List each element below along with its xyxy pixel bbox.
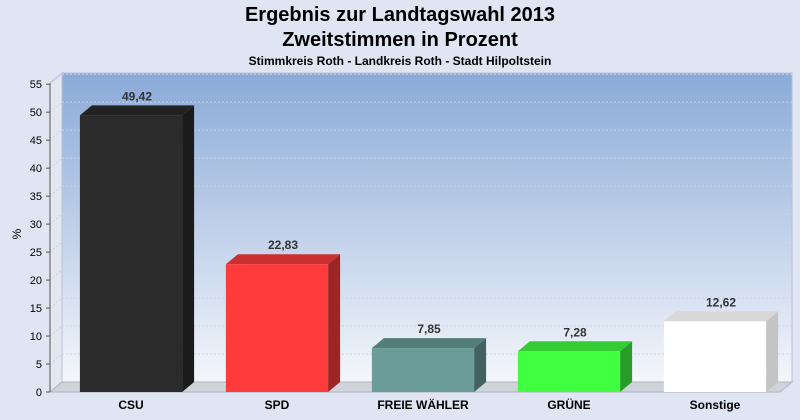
bar-top	[225, 254, 341, 265]
y-tick-label: 45	[30, 135, 42, 147]
bar-side	[620, 341, 633, 392]
grid-line	[49, 353, 63, 365]
bar-side	[182, 105, 195, 393]
chart-title: Ergebnis zur Landtagswahl 2013	[244, 4, 556, 26]
y-tick-label: 20	[30, 275, 42, 287]
grid-line	[49, 269, 63, 281]
x-tick-label: SPD	[265, 398, 290, 412]
data-label: 49,42	[122, 89, 152, 103]
y-tick-label: 5	[36, 359, 42, 371]
y-tick-label: 35	[30, 191, 42, 203]
bar-side	[766, 311, 779, 392]
y-tick-label: 10	[30, 331, 42, 343]
bar-top	[371, 338, 487, 349]
y-tick-label: 0	[36, 387, 42, 399]
plot-side-wall	[49, 71, 63, 394]
bar-top	[79, 105, 195, 116]
y-axis-label: %	[10, 228, 24, 239]
y-tick-label: 55	[30, 79, 42, 91]
bar-front	[663, 321, 767, 392]
y-tick-label: 40	[30, 163, 42, 175]
bar-top	[663, 311, 779, 322]
bar-csu	[79, 105, 195, 393]
grid-line	[49, 129, 63, 141]
bar-front	[517, 351, 621, 392]
y-tick-label: 50	[30, 107, 42, 119]
chart-subtitle: Zweitstimmen in Prozent	[282, 29, 518, 51]
data-label: 12,62	[706, 295, 736, 309]
x-tick-label: FREIE WÄHLER	[377, 397, 469, 412]
x-tick-label: CSU	[118, 398, 143, 412]
y-tick-label: 30	[30, 219, 42, 231]
bar-top	[517, 341, 633, 352]
bar-side	[328, 254, 341, 392]
data-label: 7,28	[563, 325, 587, 339]
grid-line	[49, 101, 63, 113]
bar-front	[79, 115, 183, 393]
y-tick-label: 25	[30, 247, 42, 259]
bar-side	[474, 338, 487, 392]
grid-line	[49, 325, 63, 337]
grid-line	[49, 241, 63, 253]
grid-line	[49, 157, 63, 169]
data-label: 22,83	[268, 238, 298, 252]
bar-spd	[225, 254, 341, 392]
bar-front	[225, 264, 329, 392]
y-tick-label: 15	[30, 303, 42, 315]
x-tick-label: GRÜNE	[547, 397, 590, 412]
x-tick-label: Sonstige	[690, 398, 741, 412]
grid-line	[49, 213, 63, 225]
bar-front	[371, 348, 475, 392]
grid-line	[49, 297, 63, 309]
bar-grüne	[517, 341, 633, 392]
bar-sonstige	[663, 311, 779, 392]
grid-line	[49, 185, 63, 197]
bar-freie-wähler	[371, 338, 487, 392]
grid-line	[49, 73, 63, 85]
data-label: 7,85	[417, 322, 441, 336]
chart-region: Stimmkreis Roth - Landkreis Roth - Stadt…	[248, 54, 552, 68]
